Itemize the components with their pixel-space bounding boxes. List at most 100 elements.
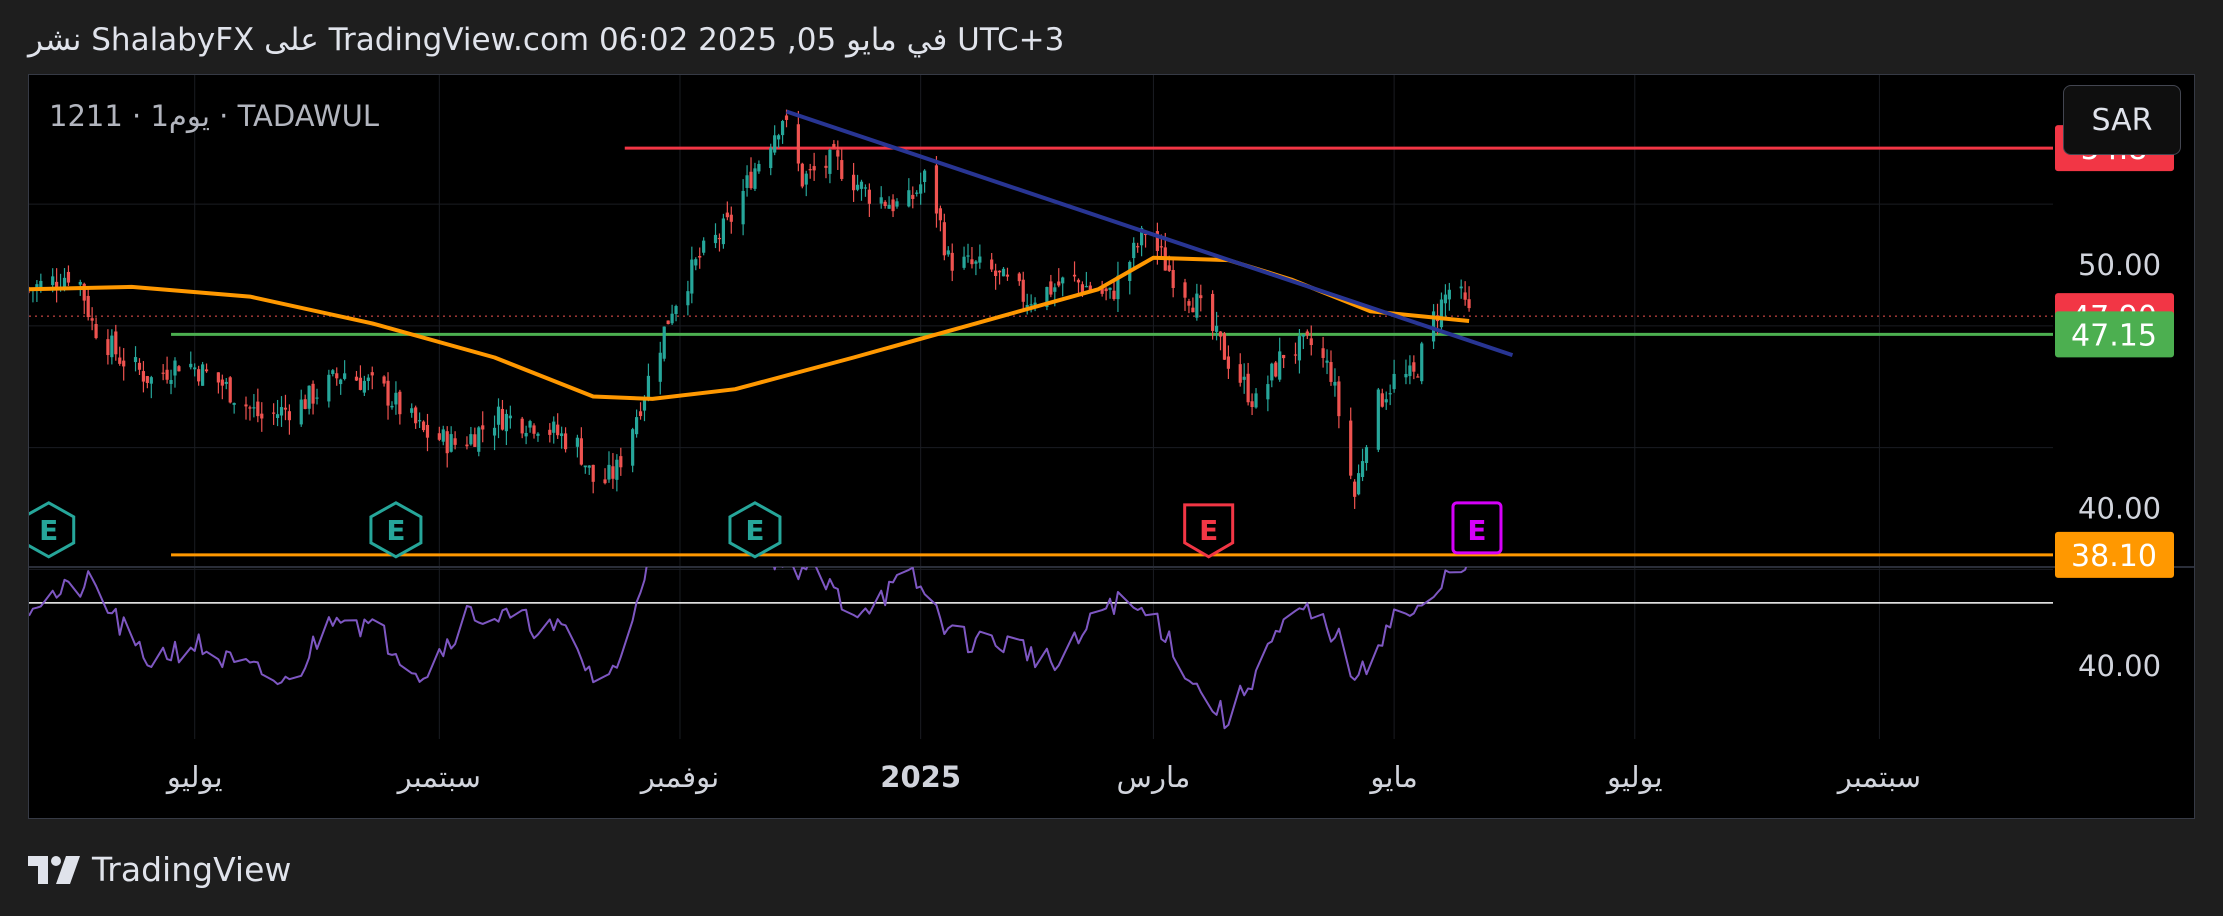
candle-down [473, 434, 477, 447]
candle-down [1305, 331, 1309, 336]
candle-up [62, 277, 67, 288]
candle-up [78, 281, 82, 285]
earnings-marker-label: E [745, 514, 764, 547]
candle-down [1159, 246, 1163, 248]
candle-up [224, 381, 228, 384]
candle-down [832, 143, 836, 148]
earnings-marker-label: E [39, 514, 58, 547]
candle-up [1376, 389, 1380, 450]
candle-up [1431, 311, 1436, 342]
candle-down [867, 189, 871, 204]
candle-up [275, 414, 280, 419]
candle-up [552, 421, 556, 433]
candle-up [469, 434, 473, 445]
candle-down [883, 201, 887, 206]
candle-down [796, 124, 800, 164]
candle-up [1029, 304, 1033, 306]
candle-up [492, 427, 497, 436]
earnings-marker: E [369, 501, 423, 559]
candle-down [106, 339, 110, 356]
candle-up [615, 459, 619, 480]
candle-up [1357, 473, 1361, 495]
candle-down [749, 171, 753, 189]
candle-down [90, 318, 94, 321]
candle-down [86, 295, 90, 318]
candle-down [386, 380, 390, 406]
candle-down [481, 425, 485, 430]
candle-down [1112, 290, 1116, 300]
x-axis-tick-label: مايو [1368, 760, 1417, 794]
candle-up [757, 163, 761, 172]
candle-up [804, 173, 808, 185]
candle-down [1080, 284, 1085, 293]
candle-up [879, 197, 883, 204]
candle-up [694, 259, 698, 266]
earnings-marker-badge [1183, 503, 1235, 559]
candle-down [137, 362, 142, 370]
candle-down [638, 411, 643, 417]
earnings-marker-badge [1451, 501, 1503, 555]
candle-down [934, 165, 939, 214]
candle-down [335, 373, 339, 379]
candle-up [1214, 325, 1219, 332]
candle-up [528, 421, 532, 428]
candle-down [1353, 481, 1357, 497]
earnings-marker-badge [29, 501, 76, 559]
candle-down [1337, 381, 1341, 417]
candle-up [642, 398, 647, 411]
candle-up [1420, 343, 1424, 382]
candle-down [1309, 338, 1313, 346]
candle-up [252, 407, 256, 409]
trendline [785, 109, 1514, 357]
candle-down [698, 256, 702, 258]
candle-down [970, 259, 974, 265]
x-axis-tick-label: مارس [1117, 760, 1191, 794]
candle-down [563, 433, 568, 450]
candle-down [1088, 285, 1092, 291]
candle-up [1140, 227, 1144, 246]
candle-down [145, 376, 149, 383]
candle-down [1017, 273, 1021, 282]
symbol-info: 1211 · 1يوم · TADAWUL [49, 99, 380, 133]
tradingview-logo[interactable]: TradingView [28, 850, 291, 889]
candle-down [1057, 281, 1061, 286]
candle-up [1025, 304, 1029, 308]
candle-down [421, 421, 426, 431]
candle-up [662, 326, 666, 359]
footer-brand: TradingView [92, 850, 292, 889]
candle-up [1254, 393, 1258, 408]
candle-down [840, 160, 844, 179]
candle-up [299, 399, 303, 425]
candle-down [666, 320, 670, 325]
candle-down [1005, 274, 1010, 277]
earnings-marker: E [1451, 501, 1503, 555]
candle-up [753, 168, 757, 189]
candle-up [915, 192, 919, 194]
candle-down [1187, 301, 1191, 306]
x-axis-tick-label: سبتمبر [1836, 760, 1921, 794]
x-axis-tick-label: نوفمبر [639, 760, 719, 794]
candle-down [800, 163, 804, 187]
candle-up [1278, 351, 1282, 380]
rsi-axis-tick-label: 40.00 [2078, 649, 2161, 683]
candle-up [690, 259, 694, 294]
candle-down [611, 466, 615, 479]
candle-down [1463, 292, 1467, 300]
candle-down [1274, 362, 1278, 377]
candle-down [1246, 373, 1250, 403]
candle-down [997, 270, 1002, 273]
candle-down [911, 194, 915, 199]
candle-down [283, 407, 288, 410]
candle-down [1226, 356, 1231, 369]
candle-down [1199, 295, 1203, 299]
candle-up [1242, 376, 1246, 380]
candle-up [966, 255, 970, 257]
currency-button[interactable]: SAR [2063, 85, 2181, 155]
candle-up [193, 367, 197, 370]
candle-up [674, 306, 678, 315]
candle-down [1183, 282, 1187, 298]
green-support-price-tag: 47.15 [2055, 311, 2174, 358]
candle-up [575, 437, 580, 447]
